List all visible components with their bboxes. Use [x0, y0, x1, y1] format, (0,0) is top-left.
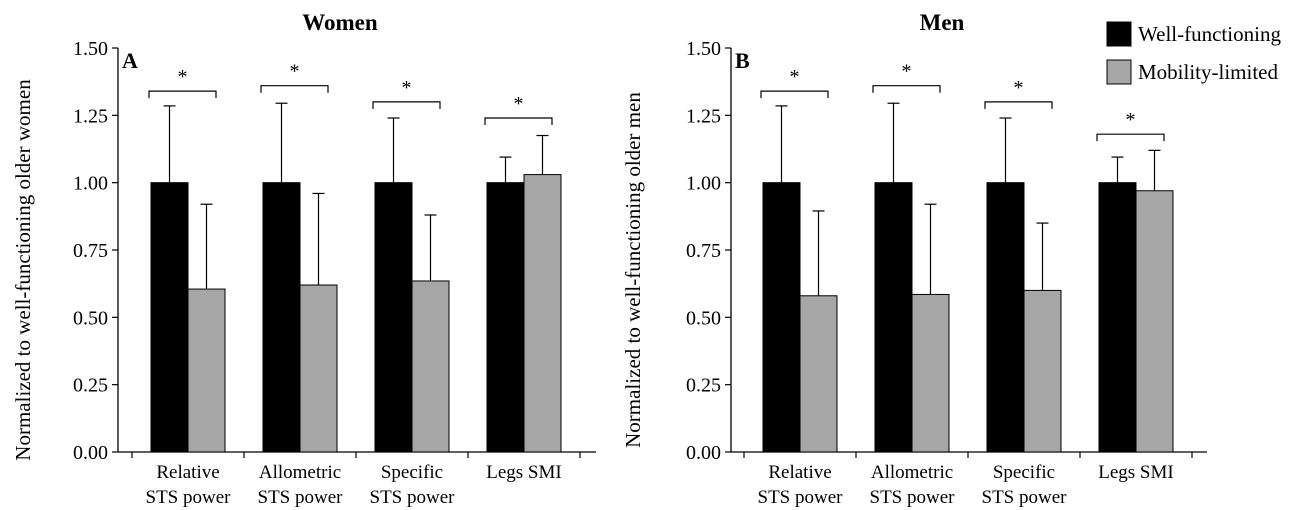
bar [299, 284, 338, 453]
panel-label: A [122, 48, 138, 73]
x-tick-label: Specific [993, 462, 1055, 483]
x-tick-label: Allometric [259, 462, 341, 483]
legend-label: Mobility-limited [1138, 60, 1278, 84]
significance-marker: * [902, 61, 912, 83]
bar [1023, 289, 1062, 453]
significance-marker: * [514, 93, 524, 115]
bar [1135, 190, 1174, 453]
x-tick-label: STS power [758, 487, 844, 508]
bar [762, 182, 801, 453]
x-tick-label: STS power [370, 487, 456, 508]
y-tick-label: 0.75 [686, 240, 721, 262]
y-tick-label: 0.00 [73, 442, 108, 464]
legend-swatch [1106, 21, 1132, 47]
chart-title: Men [920, 10, 965, 35]
y-axis-label: Normalized to well-functioning older men [621, 92, 645, 448]
bar [187, 288, 226, 453]
x-tick-label: STS power [870, 487, 956, 508]
y-tick-label: 0.75 [73, 240, 108, 262]
x-tick-label: STS power [982, 487, 1068, 508]
y-tick-label: 1.00 [73, 173, 108, 195]
x-tick-label: Specific [381, 462, 443, 483]
y-tick-label: 0.25 [73, 375, 108, 397]
x-tick-label: Legs SMI [1098, 462, 1173, 483]
significance-bracket [372, 101, 441, 109]
significance-bracket [484, 117, 553, 126]
bar [523, 174, 562, 453]
x-tick-label: Allometric [871, 462, 953, 483]
bar [1098, 182, 1137, 453]
legend-label: Well-functioning [1138, 22, 1281, 46]
significance-bracket [760, 90, 829, 99]
chart-title: Women [302, 10, 378, 35]
bar [799, 295, 838, 453]
chart-men: Men B Normalized to well-functioning older… [621, 10, 1207, 508]
significance-bracket [984, 101, 1053, 109]
y-tick-label: 1.25 [686, 105, 721, 127]
y-tick-label: 0.50 [686, 307, 721, 329]
significance-marker: * [178, 66, 188, 88]
significance-bracket [872, 85, 941, 93]
significance-bracket [148, 90, 217, 99]
significance-marker: * [1014, 77, 1024, 99]
y-tick-label: 1.50 [73, 38, 108, 60]
y-tick-label: 1.00 [686, 173, 721, 195]
panel-label: B [735, 48, 750, 73]
significance-marker: * [402, 77, 412, 99]
y-axis-label: Normalized to well-functioning older wom… [11, 79, 35, 461]
significance-marker: * [290, 61, 300, 83]
legend: Well-functioning Mobility-limited [1106, 21, 1281, 85]
x-tick-label: Relative [156, 462, 219, 483]
y-tick-label: 1.25 [73, 105, 108, 127]
y-tick-label: 0.25 [686, 375, 721, 397]
bar [411, 280, 450, 453]
significance-bracket [1096, 133, 1165, 142]
legend-swatch [1106, 59, 1132, 85]
bar [911, 293, 950, 453]
bar [874, 182, 913, 453]
bar [486, 182, 525, 453]
bar [150, 182, 189, 453]
significance-bracket [260, 85, 329, 93]
x-tick-label: Legs SMI [486, 462, 561, 483]
x-tick-label: STS power [258, 487, 344, 508]
x-tick-label: Relative [768, 462, 831, 483]
y-tick-label: 0.00 [686, 442, 721, 464]
bar [374, 182, 413, 453]
bar [262, 182, 301, 453]
chart-women: Women A Normalized to well-functioning old… [11, 10, 596, 508]
x-tick-label: STS power [146, 487, 232, 508]
bar [986, 182, 1025, 453]
y-tick-label: 0.50 [73, 307, 108, 329]
significance-marker: * [790, 66, 800, 88]
significance-marker: * [1126, 109, 1136, 131]
y-tick-label: 1.50 [686, 38, 721, 60]
